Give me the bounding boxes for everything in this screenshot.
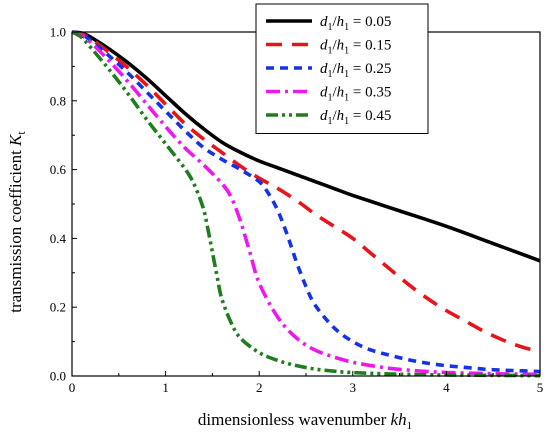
x-tick-label: 1 <box>162 380 169 395</box>
x-tick-label: 3 <box>350 380 357 395</box>
x-tick-label: 4 <box>443 380 450 395</box>
y-tick-label: 0.4 <box>50 231 67 246</box>
y-tick-label: 0.0 <box>50 369 66 384</box>
y-tick-label: 1.0 <box>50 25 66 40</box>
legend-label: d1/h1 = 0.25 <box>320 61 391 80</box>
series-line-4 <box>71 30 541 377</box>
chart-legend: d1/h1 = 0.05 d1/h1 = 0.15 d1/h1 = 0.25 d1/h… <box>255 3 429 134</box>
y-axis-title: transmission coefficient Kt <box>6 131 28 313</box>
x-axis-title: dimensionless wavenumber kh1 <box>198 410 412 432</box>
x-tick-label: 5 <box>537 380 544 395</box>
axes-layer: 0 1 2 3 4 5 0.0 0.2 0.4 0.6 0.8 1.0 <box>50 25 544 396</box>
x-tick-label: 0 <box>69 380 76 395</box>
y-tick-label: 0.8 <box>50 93 66 108</box>
legend-label: d1/h1 = 0.05 <box>320 14 391 33</box>
series-layer <box>71 30 541 378</box>
series-line-1 <box>71 30 541 263</box>
x-tick-label: 2 <box>256 380 263 395</box>
y-tick-label: 0.2 <box>50 300 66 315</box>
legend-label: d1/h1 = 0.15 <box>320 38 391 57</box>
y-tick-label: 0.6 <box>50 162 67 177</box>
legend-label: d1/h1 = 0.35 <box>320 85 391 104</box>
legend-label: d1/h1 = 0.45 <box>320 108 391 127</box>
series-line-5 <box>71 30 541 378</box>
